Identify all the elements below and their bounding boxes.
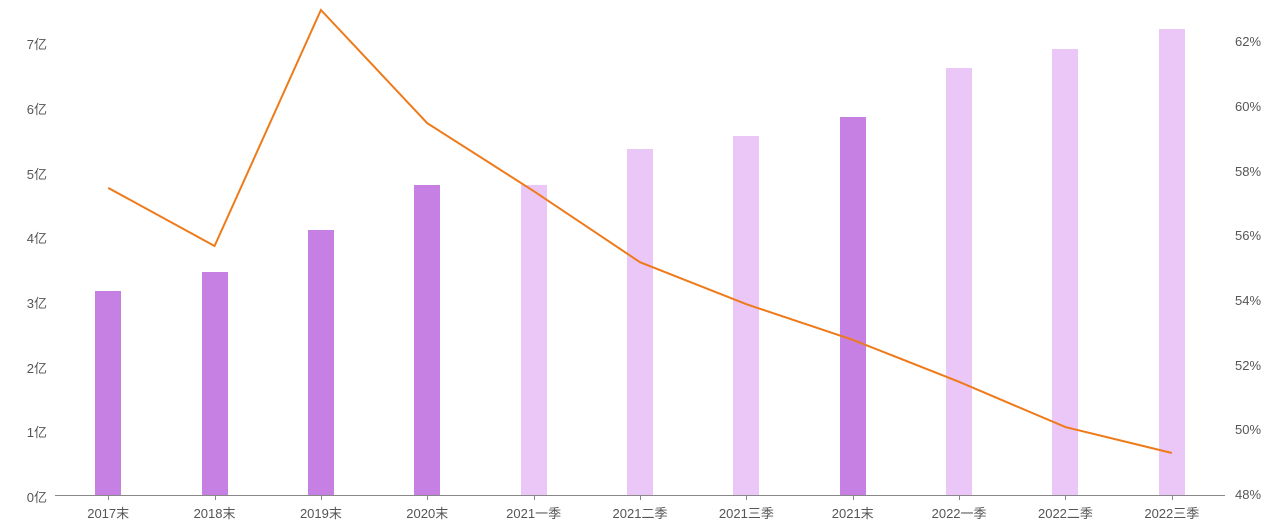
x-tick [108, 495, 109, 500]
y-left-tick-label: 6亿 [27, 99, 47, 118]
x-tick-label: 2020末 [406, 503, 448, 522]
line-layer [0, 0, 1279, 529]
x-tick-label: 2019末 [300, 503, 342, 522]
y-left-tick-label: 3亿 [27, 293, 47, 312]
x-tick-label: 2021二季 [613, 503, 668, 522]
x-tick-label: 2018末 [194, 503, 236, 522]
y-left-tick-label: 5亿 [27, 164, 47, 183]
y-right-tick-label: 58% [1235, 164, 1261, 179]
x-tick [321, 495, 322, 500]
x-tick [746, 495, 747, 500]
y-right-tick-label: 60% [1235, 99, 1261, 114]
x-tick-label: 2021一季 [506, 503, 561, 522]
y-right-tick-label: 54% [1235, 293, 1261, 308]
y-right-tick-label: 56% [1235, 228, 1261, 243]
x-tick-label: 2017末 [87, 503, 129, 522]
y-left-tick-label: 0亿 [27, 487, 47, 506]
x-tick-label: 2021末 [832, 503, 874, 522]
x-tick [640, 495, 641, 500]
x-tick [853, 495, 854, 500]
y-left-tick-label: 4亿 [27, 228, 47, 247]
x-tick-label: 2022三季 [1144, 503, 1199, 522]
y-right-tick-label: 48% [1235, 487, 1261, 502]
y-right-tick-label: 62% [1235, 34, 1261, 49]
x-tick [959, 495, 960, 500]
x-tick [1172, 495, 1173, 500]
x-tick [1065, 495, 1066, 500]
x-tick [215, 495, 216, 500]
y-right-tick-label: 50% [1235, 422, 1261, 437]
x-tick [534, 495, 535, 500]
y-right-tick-label: 52% [1235, 358, 1261, 373]
x-tick-label: 2021三季 [719, 503, 774, 522]
x-tick-label: 2022二季 [1038, 503, 1093, 522]
x-tick-label: 2022一季 [932, 503, 987, 522]
y-left-tick-label: 1亿 [27, 422, 47, 441]
y-left-tick-label: 7亿 [27, 34, 47, 53]
line-series [108, 10, 1172, 453]
combo-chart: 0亿 1亿 2亿 3亿 4亿 5亿 6亿 7亿 48% 50% 52% 54% 56% 58% 60% 62%… [0, 0, 1279, 529]
x-tick [427, 495, 428, 500]
y-left-tick-label: 2亿 [27, 358, 47, 377]
